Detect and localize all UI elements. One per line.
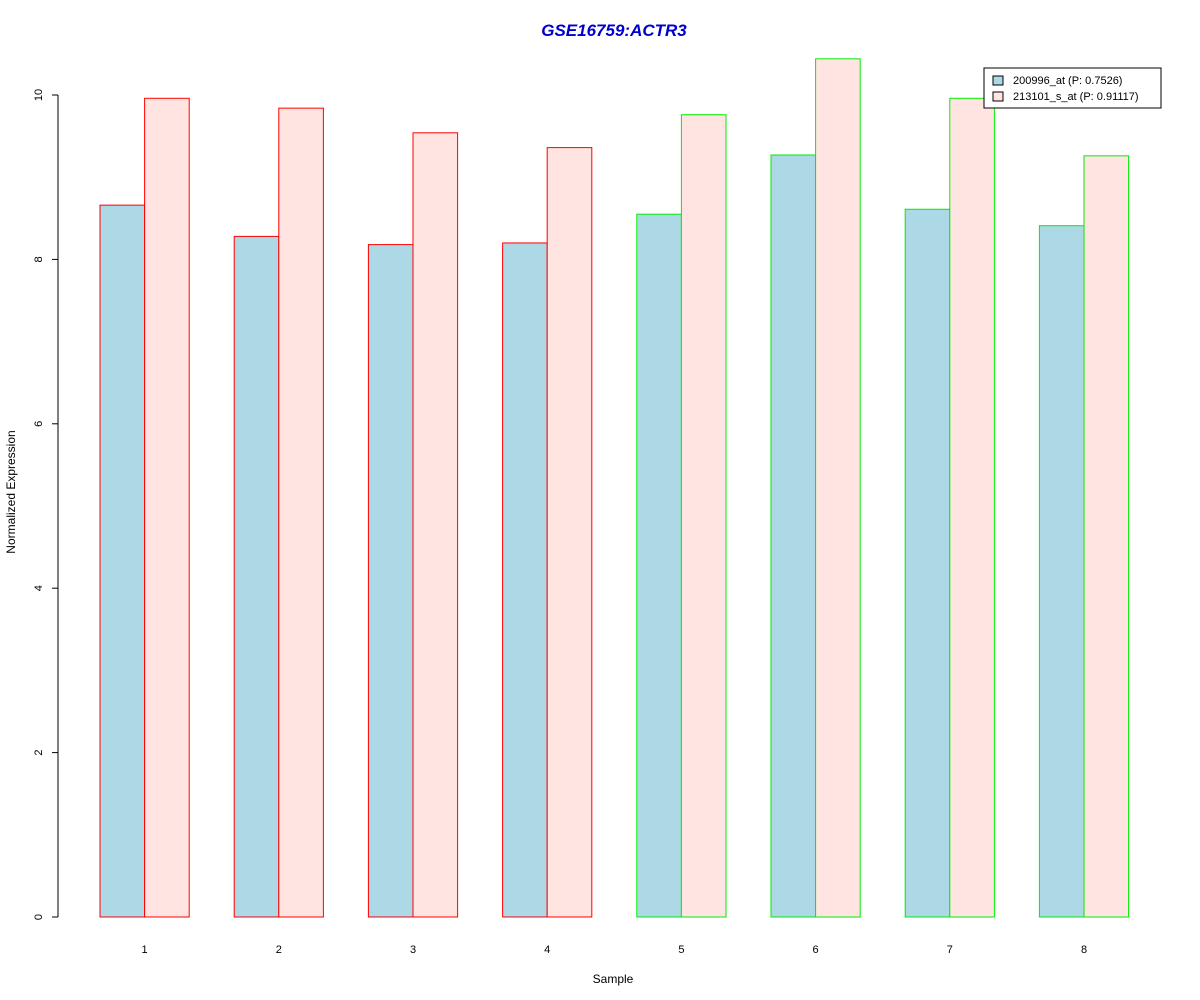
- y-tick-label: 10: [33, 89, 45, 101]
- bar-sample-7-series-2: [949, 97, 995, 918]
- legend-entry-2: 213101_s_at (P: 0.91117): [1013, 91, 1139, 103]
- chart-title: GSE16759:ACTR3: [541, 21, 687, 40]
- x-axis-label: Sample: [593, 972, 634, 986]
- x-tick-label: 3: [410, 944, 416, 956]
- bar-sample-5-series-1: [636, 213, 682, 918]
- bar-sample-6-series-2: [815, 58, 861, 918]
- legend-box: [983, 67, 1162, 109]
- bar-sample-6-series-1: [770, 154, 817, 918]
- x-tick-label: 8: [1081, 944, 1087, 956]
- legend: 200996_at (P: 0.7526) 213101_s_at (P: 0.9…: [983, 67, 1162, 109]
- bars-group: [99, 58, 1130, 918]
- bar-sample-3-series-2: [412, 132, 459, 918]
- y-tick-label: 8: [33, 256, 45, 262]
- bar-sample-4-series-1: [502, 242, 548, 918]
- y-tick-label: 0: [33, 914, 45, 920]
- y-tick-label: 2: [33, 750, 45, 756]
- x-tick-label: 7: [947, 944, 953, 956]
- legend-swatch-2: [992, 91, 1004, 102]
- bar-sample-3-series-1: [367, 244, 414, 918]
- bar-sample-7-series-1: [904, 208, 951, 918]
- bar-sample-1-series-2: [144, 97, 190, 918]
- x-tick-label: 4: [544, 944, 550, 956]
- x-tick-labels: 1 2 3 4 5 6 7 8: [142, 944, 1088, 956]
- legend-entry-1: 200996_at (P: 0.7526): [1013, 75, 1122, 87]
- y-axis: 0 2 4 6 8 10: [33, 89, 59, 920]
- x-tick-label: 6: [813, 944, 819, 956]
- bar-sample-2-series-1: [233, 235, 280, 918]
- legend-swatch-1: [992, 75, 1004, 86]
- bar-sample-8-series-2: [1083, 155, 1130, 918]
- bar-sample-8-series-1: [1038, 225, 1085, 918]
- y-axis-label: Normalized Expression: [4, 430, 18, 553]
- bar-sample-2-series-2: [278, 107, 324, 918]
- x-tick-label: 2: [276, 944, 282, 956]
- x-tick-label: 1: [142, 944, 148, 956]
- bar-sample-1-series-1: [99, 204, 146, 918]
- y-tick-label: 6: [33, 421, 45, 427]
- bar-sample-5-series-2: [680, 114, 727, 918]
- bar-sample-4-series-2: [546, 147, 593, 918]
- y-tick-label: 4: [33, 585, 45, 591]
- x-tick-label: 5: [678, 944, 684, 956]
